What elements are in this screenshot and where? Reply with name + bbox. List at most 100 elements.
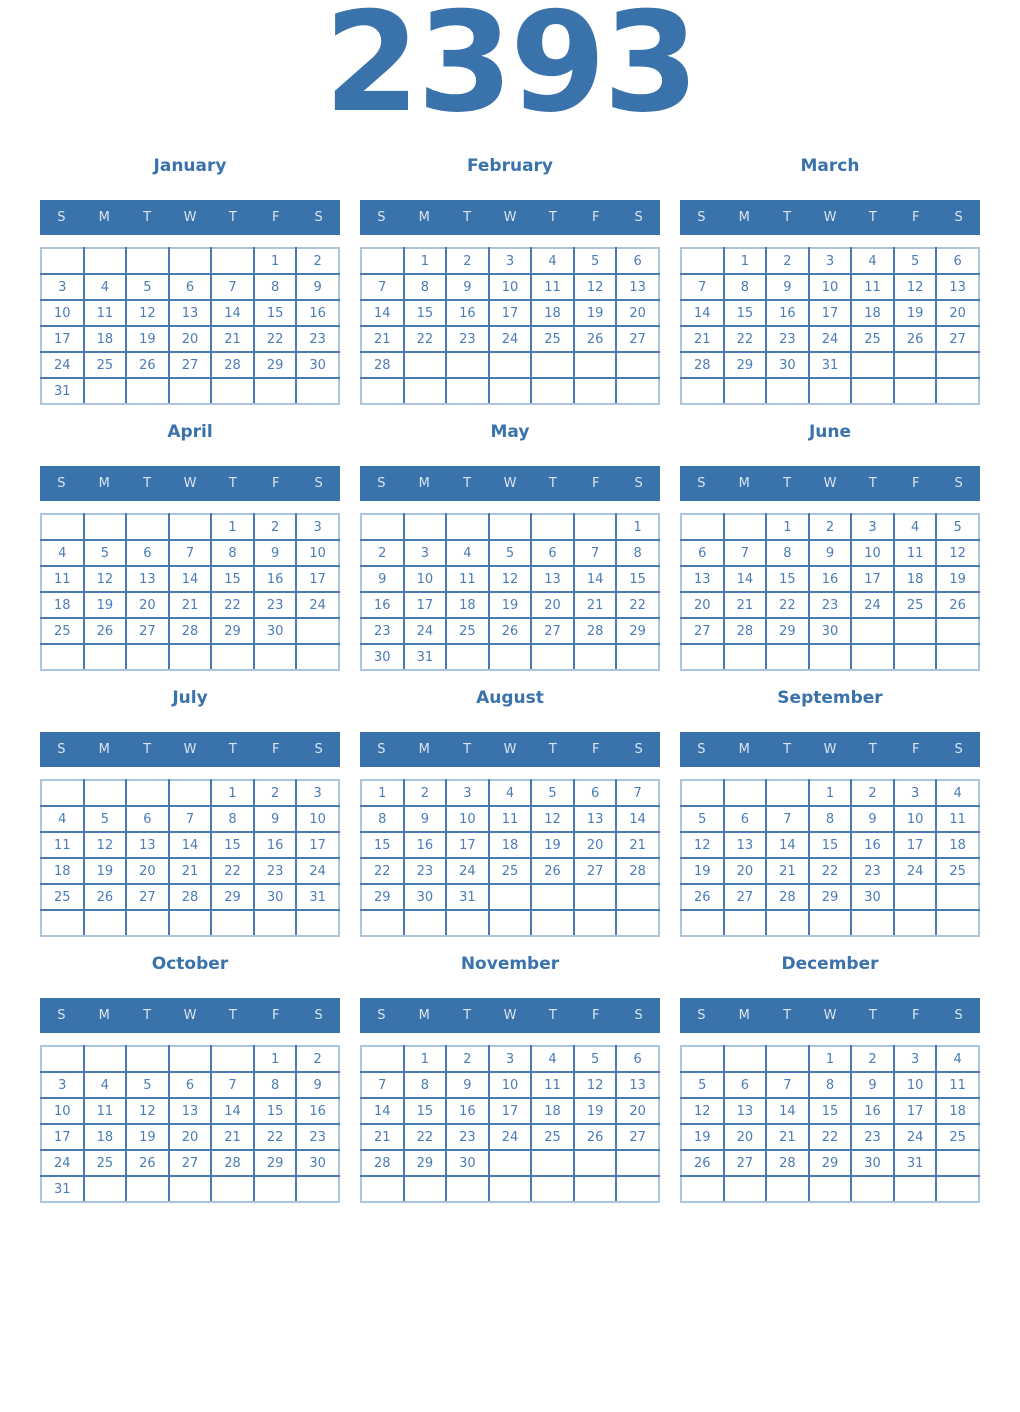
day-cell: 24 (295, 591, 340, 619)
day-grid: 1 2 3 4 5 6 7 8 9 10 11 12 13 14 15 16 17 18 19 20 21 22 23 24 2… (40, 1045, 340, 1203)
day-cell: 22 (765, 591, 810, 619)
day-cell: 25 (530, 1123, 575, 1151)
empty-day-cell (615, 909, 660, 937)
empty-day-cell (530, 909, 575, 937)
day-cell: 30 (252, 883, 298, 911)
day-cell: 5 (572, 1045, 618, 1073)
empty-day-cell (615, 1149, 660, 1177)
weekday-label: T (548, 742, 557, 757)
day-cell: 10 (295, 805, 340, 833)
weekday-label: T (228, 476, 237, 491)
day-cell: 8 (360, 805, 405, 833)
day-cell: 17 (402, 591, 448, 619)
month-february: February S M T W T F S 1 2 3 4 5 6 7 8 9 10 11 12 13 14 15 16 17… (360, 156, 660, 405)
empty-day-cell (167, 779, 213, 807)
week-row: 15 16 17 18 19 20 21 (360, 831, 660, 859)
day-cell: 23 (252, 591, 298, 619)
weekday-label: W (503, 476, 517, 491)
day-cell: 27 (615, 1123, 660, 1151)
day-cell: 1 (765, 513, 810, 541)
day-cell: 17 (295, 831, 340, 859)
day-cell: 3 (487, 247, 533, 275)
day-cell: 13 (530, 565, 575, 593)
empty-day-cell (722, 1045, 768, 1073)
weekday-label: M (98, 476, 110, 491)
empty-day-cell (82, 377, 128, 405)
weekday-label: S (57, 742, 66, 757)
day-cell: 20 (167, 325, 213, 353)
day-cell: 31 (40, 1175, 85, 1203)
day-cell: 16 (252, 565, 298, 593)
day-cell: 4 (445, 539, 490, 567)
empty-day-cell (487, 513, 533, 541)
empty-day-cell (295, 643, 340, 671)
empty-day-cell (935, 643, 980, 671)
day-cell: 1 (402, 247, 448, 275)
day-cell: 24 (487, 1123, 533, 1151)
empty-day-cell (572, 643, 618, 671)
day-cell: 29 (402, 1149, 448, 1177)
day-cell: 12 (572, 273, 618, 301)
day-cell: 8 (210, 805, 255, 833)
month-october: October S M T W T F S 1 2 3 4 5 6 7 8 9 10 11 12 13 14 15 16 17 1… (40, 954, 340, 1203)
day-cell: 26 (82, 883, 128, 911)
empty-day-cell (252, 643, 298, 671)
empty-day-cell (167, 377, 213, 405)
week-row: 24 25 26 27 28 29 30 (40, 1149, 340, 1177)
weekday-label: S (634, 1008, 643, 1023)
week-row: 14 15 16 17 18 19 20 (360, 1097, 660, 1125)
day-cell: 24 (445, 857, 490, 885)
empty-day-cell (807, 643, 853, 671)
day-cell: 13 (680, 565, 725, 593)
day-cell: 28 (167, 883, 213, 911)
day-cell: 28 (765, 1149, 810, 1177)
day-cell: 21 (167, 857, 213, 885)
week-row: 11 12 13 14 15 16 17 (40, 831, 340, 859)
weekday-label: T (143, 210, 152, 225)
day-cell: 2 (360, 539, 405, 567)
week-row: 28 29 30 (360, 1149, 660, 1177)
day-cell: 10 (892, 805, 938, 833)
day-cell: 12 (125, 299, 170, 327)
week-row: 22 23 24 25 26 27 28 (360, 857, 660, 885)
empty-day-cell (892, 883, 938, 911)
empty-day-cell (445, 513, 490, 541)
week-row: 29 30 31 (360, 883, 660, 911)
weekday-label: T (228, 1008, 237, 1023)
weekday-label: S (57, 210, 66, 225)
day-cell: 26 (935, 591, 980, 619)
empty-day-cell (402, 351, 448, 379)
weekday-label: T (463, 210, 472, 225)
empty-day-cell (487, 1175, 533, 1203)
empty-day-cell (82, 909, 128, 937)
week-row: 19 20 21 22 23 24 25 (680, 857, 980, 885)
day-cell: 19 (680, 1123, 725, 1151)
empty-day-cell (360, 1045, 405, 1073)
month-december: December S M T W T F S 1 2 3 4 5 6 7 8 9 10 11 12 13 14 15 16 17… (680, 954, 980, 1203)
week-row: 23 24 25 26 27 28 29 (360, 617, 660, 645)
day-cell: 19 (125, 325, 170, 353)
day-cell: 27 (935, 325, 980, 353)
week-row: 28 29 30 31 (680, 351, 980, 379)
day-cell: 18 (40, 857, 85, 885)
day-cell: 24 (402, 617, 448, 645)
day-cell: 5 (82, 805, 128, 833)
month-march: March S M T W T F S 1 2 3 4 5 6 7 8 9 10 11 12 13 14 15 16 17 18 1… (680, 156, 980, 405)
day-cell: 10 (40, 299, 85, 327)
empty-day-cell (680, 1175, 725, 1203)
weekday-label: T (228, 742, 237, 757)
day-cell: 15 (252, 1097, 298, 1125)
weekday-label: S (377, 742, 386, 757)
day-cell: 2 (765, 247, 810, 275)
day-cell: 13 (722, 1097, 768, 1125)
empty-day-cell (850, 643, 895, 671)
weekday-label: F (591, 210, 600, 225)
week-row: 31 (40, 1175, 340, 1203)
day-cell: 9 (445, 273, 490, 301)
day-cell: 24 (40, 1149, 85, 1177)
empty-day-cell (167, 643, 213, 671)
